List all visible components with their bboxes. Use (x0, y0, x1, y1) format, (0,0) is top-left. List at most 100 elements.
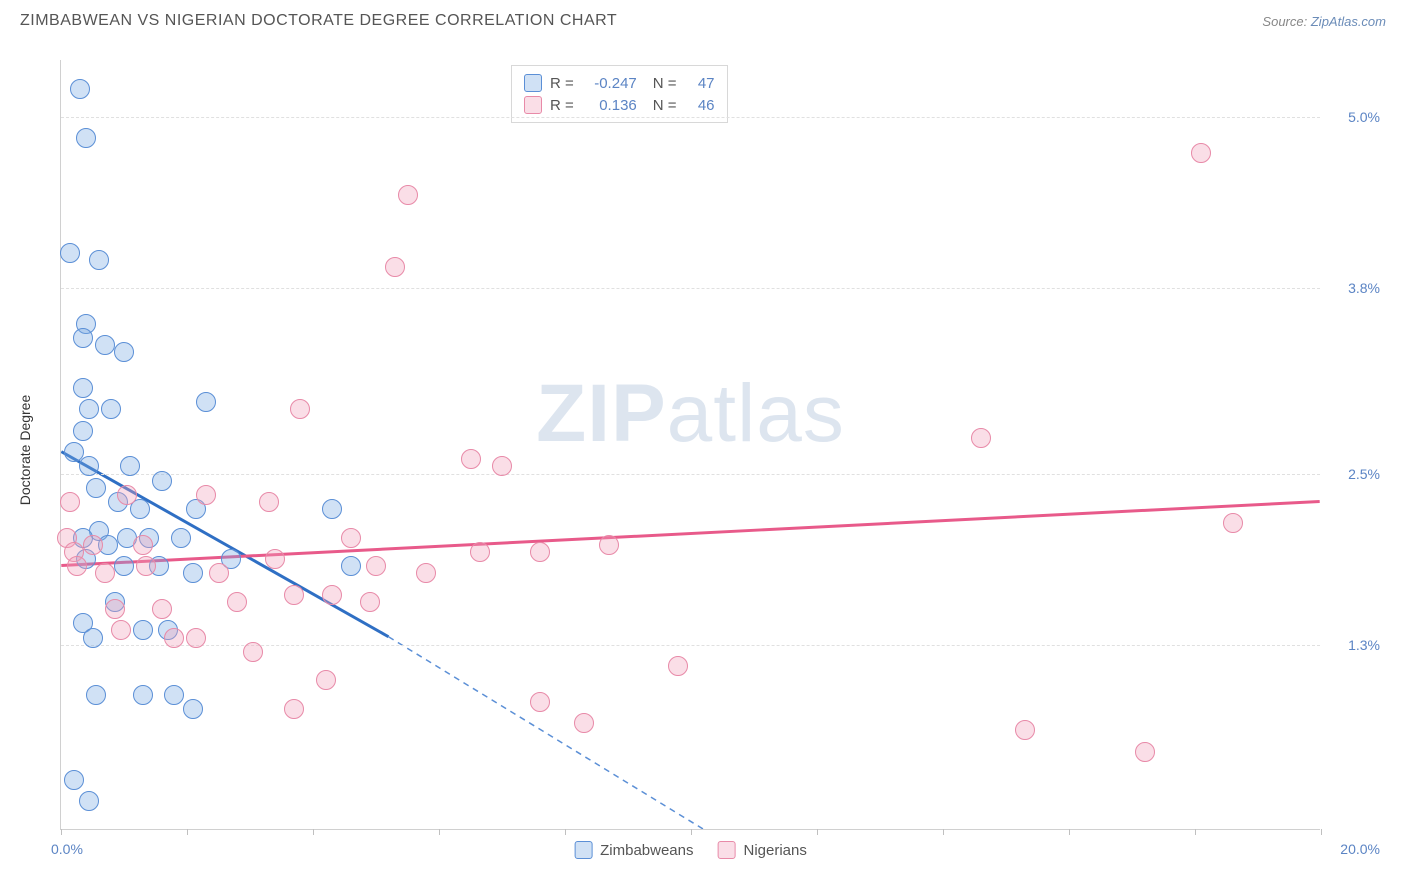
data-point (76, 128, 96, 148)
data-point (70, 79, 90, 99)
plot-area: ZIPatlas R = -0.247 N = 47 R = 0.136 N =… (60, 60, 1320, 830)
data-point (73, 378, 93, 398)
data-point (316, 670, 336, 690)
data-point (60, 492, 80, 512)
data-point (398, 185, 418, 205)
r-label: R = (550, 75, 574, 92)
source-citation: Source: ZipAtlas.com (1262, 14, 1386, 29)
data-point (209, 563, 229, 583)
legend-item-zimbabweans: Zimbabweans (574, 841, 693, 859)
gridline (61, 288, 1320, 289)
data-point (79, 791, 99, 811)
data-point (111, 620, 131, 640)
data-point (114, 342, 134, 362)
swatch-icon (718, 841, 736, 859)
data-point (86, 685, 106, 705)
data-point (105, 599, 125, 619)
data-point (120, 456, 140, 476)
chart-container: Doctorate Degree ZIPatlas R = -0.247 N =… (30, 50, 1380, 850)
source-label: Source: (1262, 14, 1307, 29)
data-point (152, 599, 172, 619)
legend-row-zimbabweans: R = -0.247 N = 47 (524, 72, 715, 94)
r-label: R = (550, 97, 574, 114)
data-point (136, 556, 156, 576)
y-tick-label: 3.8% (1348, 280, 1380, 296)
data-point (366, 556, 386, 576)
n-label: N = (653, 97, 677, 114)
legend-label: Nigerians (744, 842, 807, 859)
header: ZIMBABWEAN VS NIGERIAN DOCTORATE DEGREE … (0, 0, 1406, 38)
data-point (416, 563, 436, 583)
x-tick (313, 829, 314, 835)
x-tick (1069, 829, 1070, 835)
data-point (530, 692, 550, 712)
y-axis-title: Doctorate Degree (17, 395, 33, 506)
watermark-light: atlas (667, 368, 845, 459)
correlation-legend: R = -0.247 N = 47 R = 0.136 N = 46 (511, 65, 728, 123)
x-tick (691, 829, 692, 835)
data-point (186, 628, 206, 648)
data-point (1223, 513, 1243, 533)
data-point (133, 620, 153, 640)
y-tick-label: 1.3% (1348, 637, 1380, 653)
data-point (322, 585, 342, 605)
data-point (196, 392, 216, 412)
data-point (86, 478, 106, 498)
data-point (133, 535, 153, 555)
data-point (322, 499, 342, 519)
data-point (73, 421, 93, 441)
data-point (83, 535, 103, 555)
data-point (95, 563, 115, 583)
data-point (79, 399, 99, 419)
data-point (265, 549, 285, 569)
data-point (492, 456, 512, 476)
y-tick-label: 2.5% (1348, 466, 1380, 482)
data-point (259, 492, 279, 512)
x-tick (187, 829, 188, 835)
x-tick (1321, 829, 1322, 835)
data-point (73, 328, 93, 348)
trend-lines-svg (61, 60, 1320, 829)
x-tick (61, 829, 62, 835)
data-point (668, 656, 688, 676)
x-tick (565, 829, 566, 835)
x-tick (817, 829, 818, 835)
watermark-bold: ZIP (536, 368, 667, 459)
x-axis-min-label: 0.0% (51, 841, 83, 857)
data-point (385, 257, 405, 277)
data-point (117, 485, 137, 505)
swatch-nigerians (524, 96, 542, 114)
data-point (152, 471, 172, 491)
x-tick (943, 829, 944, 835)
x-tick (439, 829, 440, 835)
chart-title: ZIMBABWEAN VS NIGERIAN DOCTORATE DEGREE … (20, 12, 617, 30)
data-point (183, 563, 203, 583)
data-point (290, 399, 310, 419)
data-point (360, 592, 380, 612)
data-point (1015, 720, 1035, 740)
legend-row-nigerians: R = 0.136 N = 46 (524, 94, 715, 116)
data-point (101, 399, 121, 419)
data-point (164, 685, 184, 705)
data-point (243, 642, 263, 662)
n-label: N = (653, 75, 677, 92)
series-legend: Zimbabweans Nigerians (574, 841, 807, 859)
source-link[interactable]: ZipAtlas.com (1311, 14, 1386, 29)
data-point (1135, 742, 1155, 762)
data-point (574, 713, 594, 733)
data-point (227, 592, 247, 612)
data-point (95, 335, 115, 355)
gridline (61, 474, 1320, 475)
x-axis-max-label: 20.0% (1340, 841, 1380, 857)
data-point (133, 685, 153, 705)
data-point (89, 250, 109, 270)
data-point (341, 556, 361, 576)
data-point (196, 485, 216, 505)
data-point (171, 528, 191, 548)
data-point (79, 456, 99, 476)
data-point (83, 628, 103, 648)
watermark: ZIPatlas (536, 367, 845, 461)
data-point (341, 528, 361, 548)
data-point (461, 449, 481, 469)
swatch-zimbabweans (524, 74, 542, 92)
